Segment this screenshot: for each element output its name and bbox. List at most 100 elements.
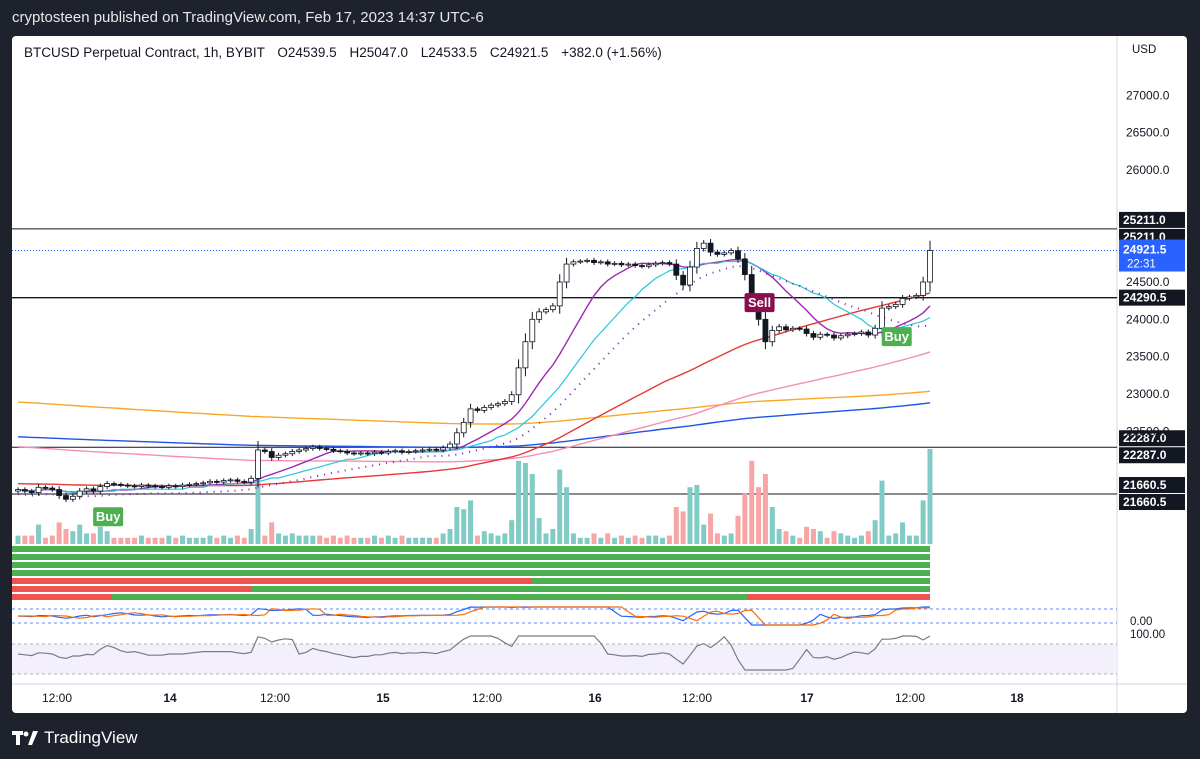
y-tick-label: 26000.0 bbox=[1126, 163, 1170, 177]
volume-bar bbox=[687, 487, 693, 544]
volume-bar bbox=[29, 535, 35, 544]
sell-signal bbox=[744, 293, 775, 313]
volume-bar bbox=[872, 520, 878, 544]
candle-body bbox=[495, 403, 501, 406]
volume-bar bbox=[570, 533, 576, 544]
candle-body bbox=[789, 327, 796, 331]
volume-bar bbox=[269, 522, 275, 544]
volume-bar bbox=[591, 533, 597, 544]
volume-bar bbox=[132, 537, 138, 544]
panel-backgrounds bbox=[12, 36, 1187, 713]
legend-low: L24533.5 bbox=[421, 45, 477, 60]
candle-body bbox=[735, 250, 741, 260]
rsi-line bbox=[17, 635, 931, 671]
candle-body bbox=[632, 263, 639, 266]
volume-bar bbox=[180, 535, 186, 544]
candle-body bbox=[69, 495, 76, 500]
candle-body bbox=[625, 263, 632, 266]
candle-body bbox=[117, 483, 124, 486]
volume-bar bbox=[276, 533, 282, 544]
osc-label: 0.00 bbox=[1130, 616, 1152, 628]
candle-body bbox=[179, 484, 186, 487]
volume-bar bbox=[680, 511, 686, 544]
candle-body bbox=[83, 488, 90, 492]
volume-bar bbox=[858, 535, 864, 544]
volume-bar bbox=[234, 535, 240, 544]
level-tag-label: 24290.5 bbox=[1123, 291, 1167, 305]
candle-body bbox=[28, 490, 35, 493]
candle-body bbox=[639, 265, 645, 267]
level-tag bbox=[1119, 494, 1185, 511]
candle-body bbox=[159, 486, 165, 488]
volume-bar bbox=[900, 522, 906, 544]
candle-body bbox=[453, 432, 460, 445]
candle-body bbox=[707, 242, 714, 253]
volume-bar bbox=[337, 537, 343, 544]
candle-body bbox=[680, 274, 687, 286]
volume-bar bbox=[193, 537, 199, 544]
candle-body bbox=[666, 262, 673, 265]
ma-pink-line bbox=[17, 351, 931, 463]
candle-body bbox=[35, 486, 42, 493]
trend-strip bbox=[747, 594, 930, 600]
osc-fast-line bbox=[17, 606, 930, 626]
candle-body bbox=[488, 404, 495, 408]
volume-bar bbox=[886, 535, 892, 544]
volume-bars bbox=[15, 449, 933, 544]
candle-body bbox=[536, 311, 543, 320]
candle-body bbox=[796, 327, 803, 330]
candle-body bbox=[522, 341, 529, 369]
volume-bar bbox=[282, 535, 288, 544]
candle-body bbox=[289, 451, 296, 455]
candle-body bbox=[316, 446, 323, 449]
volume-bar bbox=[90, 533, 96, 544]
legend-change: +382.0 (+1.56%) bbox=[561, 45, 662, 60]
candle-body bbox=[309, 446, 316, 449]
volume-bar bbox=[913, 535, 919, 544]
candle-body bbox=[687, 266, 693, 286]
candle-body bbox=[76, 490, 83, 497]
volume-bar bbox=[426, 537, 432, 544]
volume-bar bbox=[358, 537, 364, 544]
volume-bar bbox=[852, 537, 858, 544]
volume-bar bbox=[632, 535, 638, 544]
volume-bar bbox=[241, 537, 247, 544]
level-tag bbox=[1119, 430, 1185, 447]
trend-strip bbox=[12, 554, 930, 560]
volume-bar bbox=[557, 469, 563, 544]
candle-body bbox=[776, 326, 783, 331]
candle-body bbox=[913, 295, 920, 298]
volume-bar bbox=[653, 535, 659, 544]
candle-body bbox=[241, 480, 248, 483]
candle-body bbox=[604, 261, 611, 265]
candle-body bbox=[419, 449, 426, 452]
volume-bar bbox=[756, 487, 762, 544]
x-tick-label: 18 bbox=[1010, 691, 1024, 705]
candle-body bbox=[145, 484, 152, 487]
price-chart[interactable]: 25211.025211.024290.522287.022287.021660… bbox=[12, 36, 1187, 713]
candle-body bbox=[49, 487, 56, 490]
chart-frame[interactable]: 25211.0 25211.0 24290.5 22287.0 22287.0 21660… bbox=[12, 36, 1187, 713]
volume-bar bbox=[660, 537, 666, 544]
candle-body bbox=[837, 335, 844, 339]
volume-bar bbox=[529, 474, 535, 544]
volume-bar bbox=[296, 535, 302, 544]
volume-bar bbox=[845, 535, 851, 544]
volume-bar bbox=[413, 537, 419, 544]
x-tick-label: 12:00 bbox=[895, 691, 925, 705]
candle-body bbox=[783, 326, 789, 331]
candle-body bbox=[364, 452, 371, 455]
candle-body bbox=[378, 451, 385, 454]
candle-body bbox=[920, 281, 927, 296]
volume-bar bbox=[817, 531, 823, 544]
volume-bar bbox=[468, 500, 474, 544]
volume-bar bbox=[810, 529, 816, 544]
candle-body bbox=[597, 261, 604, 264]
rsi-label: 100.00 bbox=[1130, 629, 1165, 641]
volume-bar bbox=[783, 531, 789, 544]
ma-dotted-line bbox=[17, 265, 931, 498]
candle-body bbox=[172, 485, 179, 488]
candle-body bbox=[405, 451, 412, 453]
level-tag-label: 22287.0 bbox=[1123, 448, 1167, 462]
volume-bar bbox=[543, 533, 549, 544]
